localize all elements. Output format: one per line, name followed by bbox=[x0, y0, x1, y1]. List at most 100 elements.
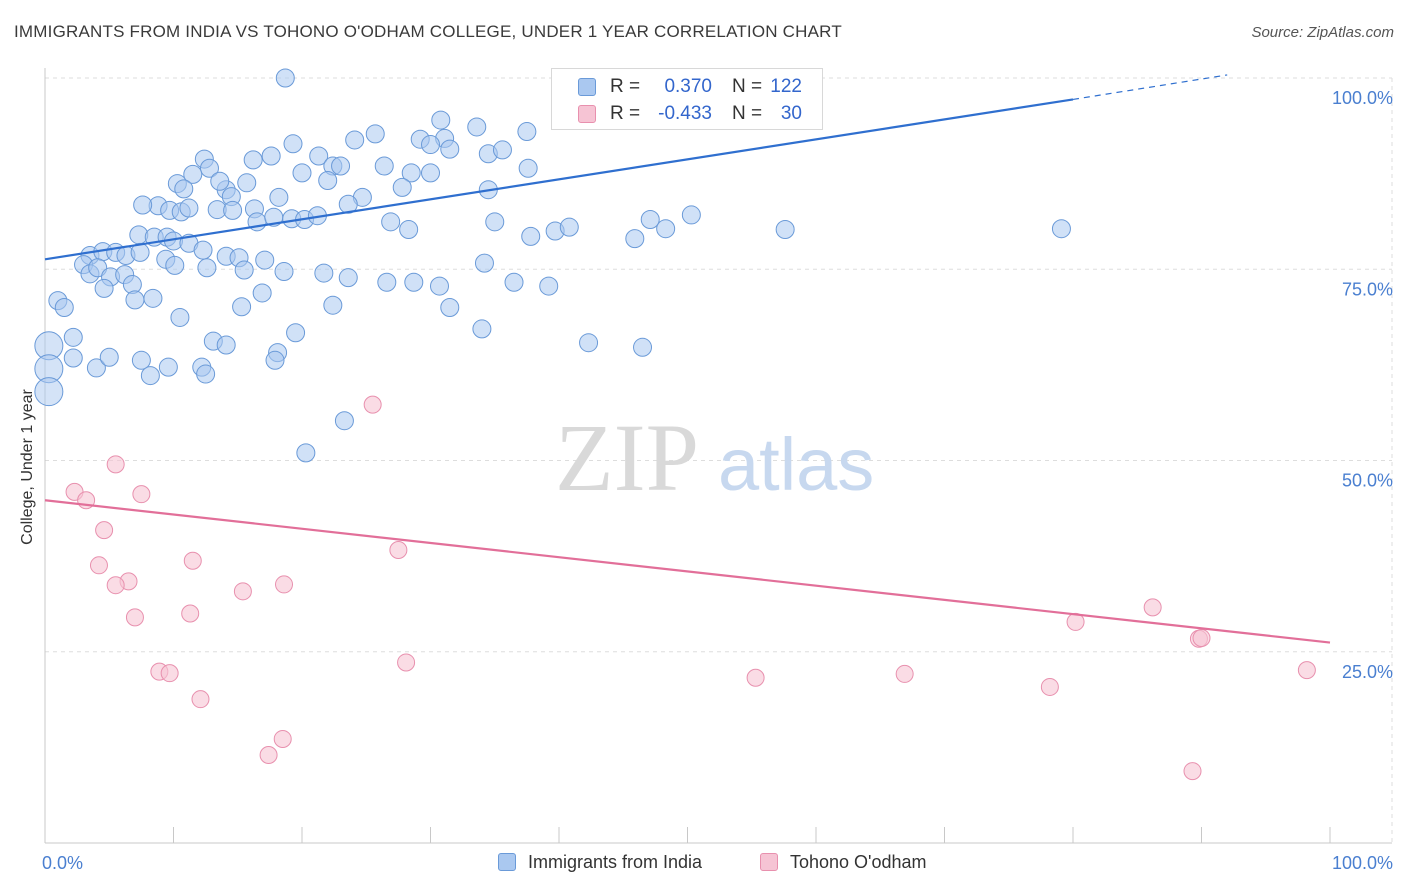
india-point bbox=[404, 272, 424, 292]
tohono-point bbox=[160, 664, 179, 683]
india-trendline-extension bbox=[1072, 74, 1228, 101]
n-label: N = bbox=[732, 76, 763, 97]
india-point bbox=[274, 262, 294, 282]
india-point bbox=[216, 335, 236, 355]
tohono-point bbox=[273, 729, 292, 748]
x-tick-label-max: 100.0% bbox=[1332, 853, 1393, 873]
india-point bbox=[625, 229, 645, 249]
tohono-point bbox=[106, 576, 125, 595]
india-point bbox=[292, 163, 312, 183]
legend-item-india[interactable]: Immigrants from India bbox=[498, 852, 702, 873]
india-series bbox=[34, 68, 1071, 463]
india-point bbox=[86, 358, 106, 378]
tohono-point bbox=[181, 604, 200, 623]
india-point bbox=[199, 158, 219, 178]
india-point bbox=[374, 156, 394, 176]
india-point bbox=[133, 195, 153, 215]
india-point bbox=[265, 350, 285, 370]
trendlines bbox=[44, 74, 1331, 644]
tohono-swatch bbox=[760, 853, 778, 871]
y-tick-label: 100.0% bbox=[1332, 88, 1393, 108]
tohono-point bbox=[275, 575, 294, 594]
tohono-trendline bbox=[44, 499, 1331, 644]
india-point bbox=[318, 171, 338, 191]
india-point bbox=[125, 290, 145, 310]
india-point bbox=[472, 319, 492, 339]
india-point bbox=[255, 250, 275, 270]
india-point bbox=[63, 327, 83, 347]
india-point bbox=[331, 156, 351, 176]
india-point bbox=[179, 198, 199, 218]
india-point bbox=[269, 187, 289, 207]
india-point bbox=[197, 258, 217, 278]
source-label: Source: ZipAtlas.com bbox=[1251, 24, 1394, 41]
watermark: ZIP atlas bbox=[555, 404, 874, 511]
india-point bbox=[237, 173, 257, 193]
india-point bbox=[210, 171, 230, 191]
india-point bbox=[345, 130, 365, 150]
n-value: 30 bbox=[780, 103, 802, 124]
india-point bbox=[99, 347, 119, 367]
y-tick-label: 75.0% bbox=[1342, 279, 1393, 299]
india-point bbox=[521, 226, 541, 246]
tohono-point bbox=[1143, 598, 1162, 617]
india-point bbox=[579, 333, 599, 353]
tohono-point bbox=[363, 395, 382, 414]
tohono-series bbox=[65, 395, 1316, 781]
tohono-point bbox=[746, 668, 765, 687]
india-point bbox=[34, 377, 64, 407]
india-point bbox=[193, 240, 213, 260]
tohono-point bbox=[125, 608, 144, 627]
tohono-point bbox=[1040, 677, 1059, 696]
india-point bbox=[338, 268, 358, 288]
india-swatch bbox=[498, 853, 516, 871]
india-point bbox=[559, 217, 579, 237]
tohono-point bbox=[259, 746, 278, 765]
india-point bbox=[640, 210, 660, 230]
india-trendline bbox=[44, 98, 1074, 261]
india-point bbox=[681, 205, 701, 225]
legend-row-tohono: R = -0.433 N = 30 bbox=[552, 100, 822, 128]
chart-title: IMMIGRANTS FROM INDIA VS TOHONO O'ODHAM … bbox=[14, 22, 842, 41]
tohono-swatch bbox=[578, 105, 596, 123]
india-point bbox=[492, 140, 512, 160]
india-swatch bbox=[578, 78, 596, 96]
india-point bbox=[283, 134, 303, 154]
india-point bbox=[196, 364, 216, 384]
india-point bbox=[252, 283, 272, 303]
india-point bbox=[517, 122, 537, 142]
india-point bbox=[421, 135, 440, 155]
tohono-point bbox=[95, 521, 114, 540]
india-point bbox=[234, 260, 254, 280]
tohono-point bbox=[233, 582, 252, 601]
r-label: R = bbox=[610, 103, 641, 124]
india-point bbox=[474, 253, 494, 273]
series-legend: Immigrants from India Tohono O'odham bbox=[0, 852, 1406, 878]
india-point bbox=[63, 348, 83, 368]
tohono-point bbox=[1192, 628, 1211, 647]
tohono-point bbox=[397, 653, 416, 672]
stats-legend: R = 0.370 N = 122 R = -0.433 N = 30 bbox=[551, 68, 823, 130]
tohono-point bbox=[106, 455, 125, 474]
india-point bbox=[485, 212, 505, 232]
tohono-point bbox=[191, 690, 210, 709]
india-point bbox=[440, 139, 460, 159]
legend-item-tohono[interactable]: Tohono O'odham bbox=[760, 852, 927, 873]
watermark-atlas: atlas bbox=[718, 423, 874, 506]
india-point bbox=[429, 276, 449, 296]
india-point bbox=[431, 110, 451, 130]
india-point bbox=[88, 258, 108, 278]
tick-labels: 100.0% 75.0% 50.0% 25.0% 0.0% 100.0% bbox=[42, 88, 1393, 873]
r-value: -0.433 bbox=[658, 103, 712, 124]
india-point bbox=[334, 411, 354, 431]
india-point bbox=[158, 357, 178, 377]
india-point bbox=[399, 219, 419, 239]
india-point bbox=[243, 150, 263, 170]
india-point bbox=[1051, 219, 1071, 239]
legend-row-india: R = 0.370 N = 122 bbox=[552, 73, 822, 101]
axes bbox=[44, 68, 1392, 844]
tohono-point bbox=[1183, 762, 1202, 781]
india-point bbox=[467, 117, 487, 137]
india-point bbox=[165, 255, 185, 275]
